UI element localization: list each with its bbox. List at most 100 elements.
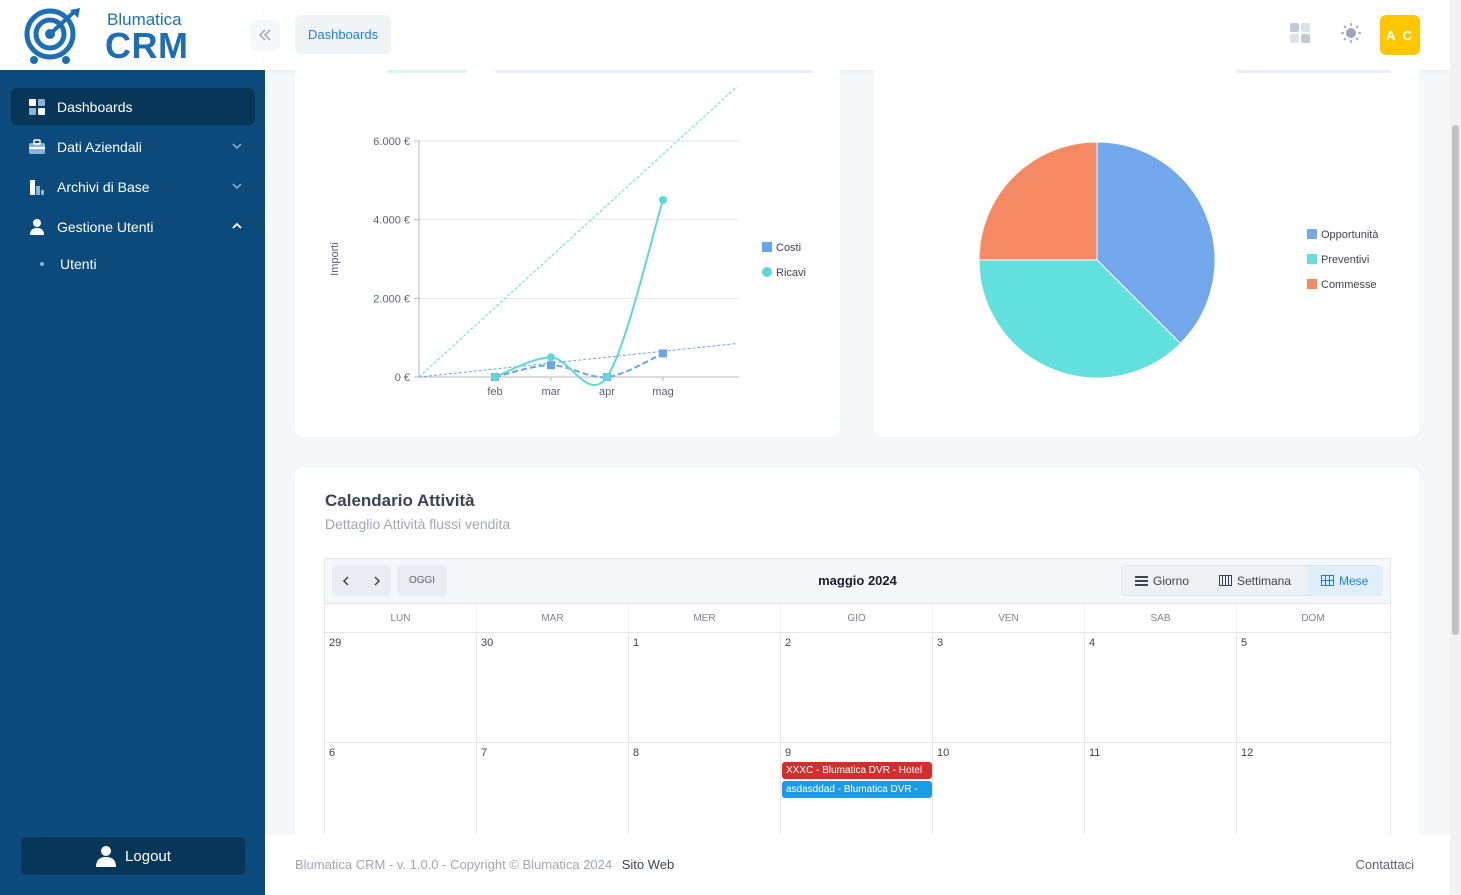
sidebar-item-dati-aziendali[interactable]: Dati Aziendali <box>11 128 255 165</box>
legend-label: Costi <box>776 242 801 254</box>
calendar-day-cell[interactable]: 30 <box>477 633 629 743</box>
chevron-right-icon <box>373 575 380 586</box>
calendar-day-cell[interactable]: 5 <box>1237 633 1390 743</box>
legend-marker <box>762 267 772 277</box>
view-month-label: Mese <box>1339 573 1369 588</box>
sidebar-subitem-label: Utenti <box>60 256 97 272</box>
legend-label: Opportunità <box>1321 229 1379 241</box>
view-day-label: Giorno <box>1153 573 1190 588</box>
day-number: 11 <box>1089 747 1101 759</box>
x-tick-label: mar <box>542 386 561 398</box>
today-button[interactable]: OGGI <box>397 565 447 596</box>
dashboard-icon <box>29 99 45 115</box>
calendar-day-cell[interactable]: 4 <box>1085 633 1237 743</box>
y-tick-label: 0 € <box>395 372 410 384</box>
logout-button[interactable]: Logout <box>21 837 245 875</box>
data-point <box>603 373 611 381</box>
chevron-down-icon <box>232 183 242 190</box>
prev-month-button[interactable] <box>332 565 361 596</box>
weekday-label: MAR <box>477 604 629 633</box>
weekday-header: LUN MAR MER GIO VEN SAB DOM <box>325 604 1390 633</box>
sidebar-collapse-button[interactable] <box>250 20 280 50</box>
logo-icon <box>24 8 80 64</box>
calendar-card: Calendario Attività Dettaglio Attività f… <box>295 468 1419 853</box>
day-number: 7 <box>481 747 488 759</box>
day-number: 8 <box>633 747 640 759</box>
view-month-button[interactable]: Mese <box>1307 566 1383 595</box>
sun-theme-icon[interactable] <box>1340 22 1362 44</box>
calendar-day-cell[interactable]: 29 <box>325 633 477 743</box>
day-number: 1 <box>633 637 640 649</box>
weekday-label: MER <box>629 604 781 633</box>
apps-grid-icon[interactable] <box>1289 22 1311 44</box>
legend-marker <box>1307 229 1317 239</box>
data-point <box>659 196 667 204</box>
user-icon <box>30 219 44 235</box>
day-number: 29 <box>329 637 342 649</box>
data-point <box>547 353 555 362</box>
sidebar-subitem-utenti[interactable]: Utenti <box>40 256 97 272</box>
x-tick-label: mag <box>652 386 673 398</box>
calendar-event[interactable]: asdasddad - Blumatica DVR - <box>782 781 932 798</box>
calendar-day-cell[interactable]: 9 XXXC - Blumatica DVR - Hotel asdasddad… <box>781 743 933 853</box>
calendar-month-label: maggio 2024 <box>818 573 897 588</box>
day-number: 3 <box>937 637 944 649</box>
legend-marker <box>1307 254 1317 264</box>
day-number: 2 <box>785 637 792 649</box>
sidebar-item-label: Dashboards <box>57 98 133 115</box>
card-toolbar-fragment <box>1236 70 1391 73</box>
weekday-label: LUN <box>325 604 477 633</box>
double-chevron-left-icon <box>258 29 271 41</box>
footer-website-link[interactable]: Sito Web <box>621 857 675 872</box>
calendar-view-switch: Giorno Settimana Mese <box>1121 565 1383 596</box>
card-toolbar-fragment <box>387 70 467 73</box>
footer-contact-link[interactable]: Contattaci <box>1355 857 1414 872</box>
data-point <box>491 373 499 381</box>
breadcrumb[interactable]: Dashboards <box>295 15 392 54</box>
sidebar-item-gestione-utenti[interactable]: Gestione Utenti <box>11 208 255 245</box>
next-month-button[interactable] <box>361 565 390 596</box>
data-point <box>659 349 667 358</box>
page-scrollbar-thumb[interactable] <box>1452 125 1459 635</box>
day-number: 10 <box>937 747 950 759</box>
card-toolbar-fragment <box>495 70 813 73</box>
calendar-day-cell[interactable]: 2 <box>781 633 933 743</box>
day-number: 9 <box>785 747 792 759</box>
weekday-label: DOM <box>1301 613 1325 624</box>
calendar-toolbar: OGGI maggio 2024 Giorno Settimana Mese <box>325 559 1390 604</box>
logout-label: Logout <box>125 847 171 865</box>
calendar: OGGI maggio 2024 Giorno Settimana Mese L… <box>324 558 1391 853</box>
calendar-nav-group <box>332 565 391 596</box>
chevron-left-icon <box>342 575 349 586</box>
sidebar-item-dashboards[interactable]: Dashboards <box>11 88 255 125</box>
pie-chart: Opportunità Preventivi Commesse <box>978 141 1379 379</box>
view-day-button[interactable]: Giorno <box>1122 566 1202 595</box>
day-number: 5 <box>1241 637 1248 649</box>
list-icon <box>1135 575 1148 586</box>
calendar-day-cell[interactable]: 1 <box>629 633 781 743</box>
weekday-label: SAB <box>1085 604 1237 633</box>
footer-copyright-text: Blumatica CRM - v. 1.0.0 - Copyright © B… <box>295 857 613 872</box>
grid-icon <box>1321 575 1334 586</box>
day-number: 30 <box>481 637 494 649</box>
calendar-subtitle: Dettaglio Attività flussi vendita <box>325 516 511 532</box>
user-icon <box>96 846 117 867</box>
view-week-button[interactable]: Settimana <box>1202 566 1307 595</box>
trend-line <box>418 342 738 378</box>
calendar-event[interactable]: XXXC - Blumatica DVR - Hotel <box>782 762 932 779</box>
series-line <box>494 199 664 386</box>
top-header <box>265 0 1450 70</box>
data-point <box>547 361 555 370</box>
day-number: 12 <box>1241 747 1254 759</box>
sidebar-item-archivi-di-base[interactable]: Archivi di Base <box>11 168 255 205</box>
legend-label: Preventivi <box>1321 254 1369 266</box>
pie-slice <box>1096 141 1216 345</box>
brand-logo-area[interactable]: Blumatica CRM <box>0 0 265 70</box>
sidebar-item-label: Gestione Utenti <box>57 218 154 235</box>
line-chart: 0 € 2.000 € 4.000 € 6.000 € feb mar apr mag Impo… <box>329 86 806 398</box>
series-line <box>494 352 664 379</box>
weekday-label: VEN <box>933 604 1085 633</box>
user-avatar[interactable]: A C <box>1380 15 1420 55</box>
calendar-day-cell[interactable]: 3 <box>933 633 1085 743</box>
briefcase-icon <box>29 139 45 154</box>
